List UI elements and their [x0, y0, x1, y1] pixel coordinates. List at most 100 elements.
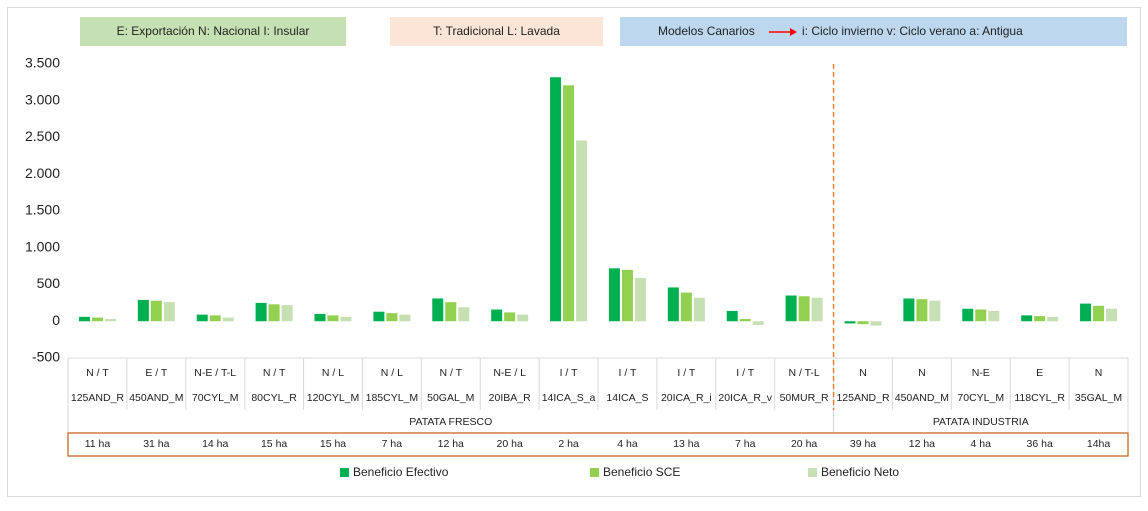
bar	[857, 321, 869, 325]
bar	[504, 312, 516, 322]
area-label: 15 ha	[320, 438, 346, 450]
bar	[1021, 315, 1033, 322]
type-label: N / L	[381, 367, 403, 379]
bar	[726, 310, 738, 322]
legend-label: Beneficio SCE	[603, 465, 680, 479]
x-tick-label: 185CYL_M	[366, 392, 419, 404]
annotation-box	[390, 17, 603, 46]
y-tick-label: 500	[37, 275, 61, 291]
area-label: 14 ha	[202, 438, 228, 450]
type-label: N-E / T-L	[194, 367, 236, 379]
bar	[255, 302, 267, 322]
area-label: 14ha	[1087, 438, 1111, 450]
type-label: N / T	[439, 367, 462, 379]
bar	[903, 298, 915, 322]
y-tick-label: 1.000	[25, 238, 60, 254]
annotation-prefix: Modelos Canarios	[658, 24, 755, 38]
bar	[268, 304, 280, 322]
area-row-frame	[67, 432, 1129, 457]
bar	[163, 302, 175, 322]
bar	[445, 302, 457, 322]
area-label: 31 ha	[143, 438, 169, 450]
area-label: 4 ha	[617, 438, 638, 450]
legend-label: Beneficio Efectivo	[353, 465, 449, 479]
bar	[739, 319, 751, 322]
area-label: 20 ha	[791, 438, 817, 450]
bar	[1047, 316, 1059, 322]
type-label: N-E	[972, 367, 990, 379]
bar	[137, 299, 149, 322]
bar	[550, 77, 562, 322]
bar	[386, 313, 398, 322]
bar	[975, 309, 987, 322]
x-tick-label: 80CYL_R	[251, 392, 297, 404]
bar	[281, 305, 293, 322]
bar	[1080, 303, 1092, 322]
type-label: N	[918, 367, 926, 379]
legend-swatch	[808, 468, 817, 477]
x-tick-label: 70CYL_M	[957, 392, 1004, 404]
bar	[340, 316, 352, 322]
bar	[432, 298, 444, 322]
group-label: PATATA INDUSTRIA	[933, 416, 1029, 428]
type-label: N-E / L	[493, 367, 526, 379]
bar	[399, 314, 411, 322]
x-tick-label: 20ICA_R_v	[718, 392, 772, 404]
bar	[962, 308, 974, 322]
bar	[634, 277, 646, 322]
x-tick-label: 20IBA_R	[489, 392, 531, 404]
bar	[811, 297, 823, 322]
type-label: N / L	[322, 367, 344, 379]
type-label: E	[1036, 367, 1043, 379]
annotation-box	[80, 17, 346, 46]
bar	[798, 296, 810, 322]
legend-swatch	[590, 468, 599, 477]
x-tick-label: 14ICA_S_a	[542, 392, 596, 404]
y-tick-label: 2.000	[25, 165, 60, 181]
bar	[693, 297, 705, 322]
bar	[222, 317, 234, 322]
type-label: N	[859, 367, 867, 379]
bar	[870, 321, 882, 326]
area-label: 39 ha	[850, 438, 876, 450]
bar	[844, 321, 856, 324]
area-label: 12 ha	[438, 438, 464, 450]
x-tick-label: 450AND_M	[129, 392, 183, 404]
type-label: N / T	[86, 367, 109, 379]
bar	[458, 307, 470, 322]
group-label: PATATA FRESCO	[409, 416, 492, 428]
area-label: 4 ha	[971, 438, 992, 450]
bar	[988, 310, 1000, 322]
bar	[373, 311, 385, 322]
bar	[1034, 316, 1046, 322]
area-label: 7 ha	[382, 438, 403, 450]
bar	[608, 268, 620, 322]
x-tick-label: 125AND_R	[71, 392, 125, 404]
type-label: I / T	[677, 367, 695, 379]
bar	[563, 85, 575, 322]
bar	[78, 316, 90, 322]
x-tick-label: 20ICA_R_i	[661, 392, 712, 404]
annotation-text: E: Exportación N: Nacional I: Insular	[117, 24, 310, 38]
bar	[929, 300, 941, 322]
y-tick-label: 2.500	[25, 128, 60, 144]
bar	[621, 269, 633, 322]
area-label: 11 ha	[85, 438, 111, 450]
x-tick-label: 125AND_R	[836, 392, 890, 404]
bar	[1093, 305, 1105, 322]
area-label: 2 ha	[558, 438, 579, 450]
annotation-text: i: Ciclo invierno v: Ciclo verano a: Ant…	[802, 24, 1023, 38]
y-tick-label: 3.000	[25, 91, 60, 107]
bar	[517, 314, 529, 322]
bar	[150, 300, 162, 322]
area-label: 7 ha	[735, 438, 756, 450]
type-label: N	[1095, 367, 1103, 379]
type-label: E / T	[145, 367, 168, 379]
x-tick-label: 118CYL_R	[1014, 392, 1065, 404]
bar	[752, 321, 764, 325]
bar	[491, 309, 503, 322]
annotation-text: T: Tradicional L: Lavada	[433, 24, 560, 38]
x-tick-label: 14ICA_S	[606, 392, 648, 404]
bar	[667, 287, 679, 322]
bar	[327, 315, 339, 322]
